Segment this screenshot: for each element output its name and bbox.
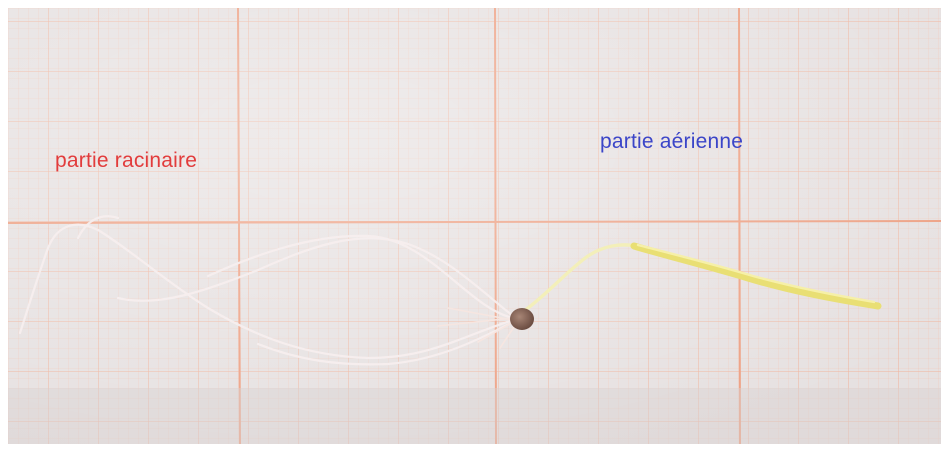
root-strand [76, 215, 120, 240]
shoot-stem [518, 243, 638, 316]
root-strand [96, 228, 515, 360]
light-glare [8, 8, 941, 444]
aerial-part-label: partie aérienne [600, 130, 744, 153]
seedling-photo: partie racinaire partie aérienne [8, 8, 941, 444]
seed [510, 308, 534, 330]
root-strand [18, 223, 100, 335]
root-strand [116, 237, 515, 318]
root-hair [447, 307, 514, 321]
seedling-photo-svg [8, 8, 941, 444]
shoot-leaf [630, 242, 882, 310]
root-hair [437, 317, 514, 327]
shoot-leaf-highlight [636, 243, 876, 304]
root-hair [499, 323, 517, 349]
root-system [18, 215, 515, 366]
root-hair [477, 321, 514, 343]
root-part-label: partie racinaire [55, 149, 198, 172]
root-strand [256, 320, 515, 366]
root-strand [206, 234, 515, 320]
root-hairs [437, 307, 517, 349]
bottom-shadow [8, 388, 941, 444]
